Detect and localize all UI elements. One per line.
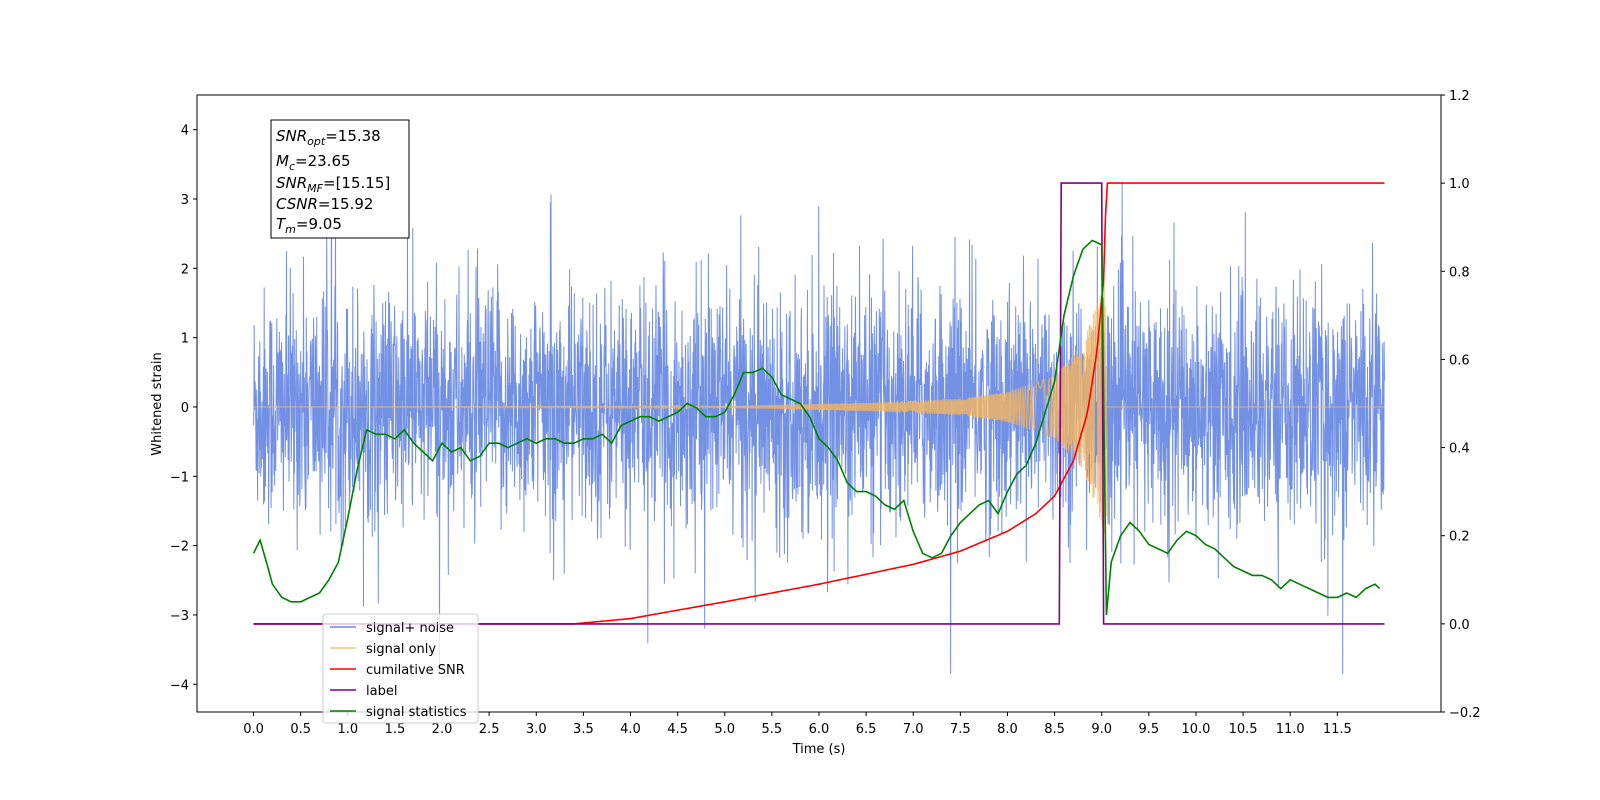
x-tick-label: 0.5 [290,722,311,737]
x-tick-label: 0.0 [243,722,264,737]
x-tick-label: 9.5 [1139,722,1160,737]
x-tick-label: 1.5 [385,722,406,737]
y-tick-right-label: −0.2 [1449,706,1481,721]
y-tick-left-label: −4 [170,678,189,693]
y-tick-right-label: 0.6 [1449,353,1470,368]
legend-label: cumilative SNR [366,663,465,678]
x-tick-label: 3.0 [526,722,547,737]
x-tick-label: 5.0 [714,722,735,737]
x-tick-label: 4.5 [667,722,688,737]
info-csnr: CSNR=15.92 [276,195,373,213]
signal-only-line [253,281,1385,534]
x-tick-label: 2.5 [479,722,500,737]
info-box: SNRopt=15.38 Mc=23.65 SNRMF=[15.15] CSNR… [270,119,410,239]
y-tick-right-label: 1.2 [1449,89,1470,104]
x-tick-label: 6.5 [856,722,877,737]
y-axis-label: Whitened strain [150,352,165,455]
x-tick-label: 8.5 [1044,722,1065,737]
legend-label: signal only [366,642,436,657]
info-snr-opt: SNRopt=15.38 [276,127,381,148]
y-tick-left-label: −3 [170,609,189,624]
series-signal-only [253,281,1385,534]
y-tick-left-label: 4 [181,124,189,139]
info-snr-mf: SNRMF=[15.15] [276,174,390,195]
legend: signal+ noise signal only cumilative SNR la… [322,613,479,724]
y-tick-left-label: 2 [181,262,189,277]
x-tick-label: 2.0 [432,722,453,737]
x-tick-label: 5.5 [762,722,783,737]
signal-statistics-line [252,239,1381,616]
y-tick-right-label: 0.0 [1449,618,1470,633]
x-tick-label: 4.0 [620,722,641,737]
label-line [253,182,1385,625]
legend-label: signal statistics [366,705,467,720]
y-tick-left-label: −1 [170,470,189,485]
y-axis-left: −4 −3 −2 −1 0 1 2 3 4 [170,124,197,693]
x-axis-label: Time (s) [792,742,846,757]
y-tick-left-label: −2 [170,540,189,555]
legend-label: signal+ noise [366,621,454,636]
legend-label: label [366,684,397,699]
x-tick-label: 3.5 [573,722,594,737]
y-axis-right: −0.2 0.0 0.2 0.4 0.6 0.8 1.0 1.2 [1441,89,1481,721]
y-tick-right-label: 0.4 [1449,442,1470,457]
x-axis: 0.0 0.5 1.0 1.5 2.0 2.5 3.0 3.5 4.0 4.5 5.0 5.5 6.0 6… [243,712,1352,737]
x-tick-label: 11.0 [1276,722,1305,737]
y-tick-right-label: 0.8 [1449,265,1470,280]
x-tick-label: 11.5 [1323,722,1352,737]
y-tick-left-label: 1 [181,332,189,347]
x-tick-label: 7.5 [950,722,971,737]
x-tick-label: 9.0 [1091,722,1112,737]
y-tick-left-label: 0 [181,401,189,416]
info-mc: Mc=23.65 [276,152,351,173]
y-tick-left-label: 3 [181,193,189,208]
x-tick-label: 8.0 [997,722,1018,737]
y-tick-right-label: 1.0 [1449,177,1470,192]
info-tm: Tm=9.05 [276,215,342,236]
x-tick-label: 7.0 [903,722,924,737]
x-tick-label: 1.0 [337,722,358,737]
x-tick-label: 6.0 [809,722,830,737]
y-tick-right-label: 0.2 [1449,530,1470,545]
x-tick-label: 10.0 [1181,722,1210,737]
x-tick-label: 10.5 [1229,722,1258,737]
